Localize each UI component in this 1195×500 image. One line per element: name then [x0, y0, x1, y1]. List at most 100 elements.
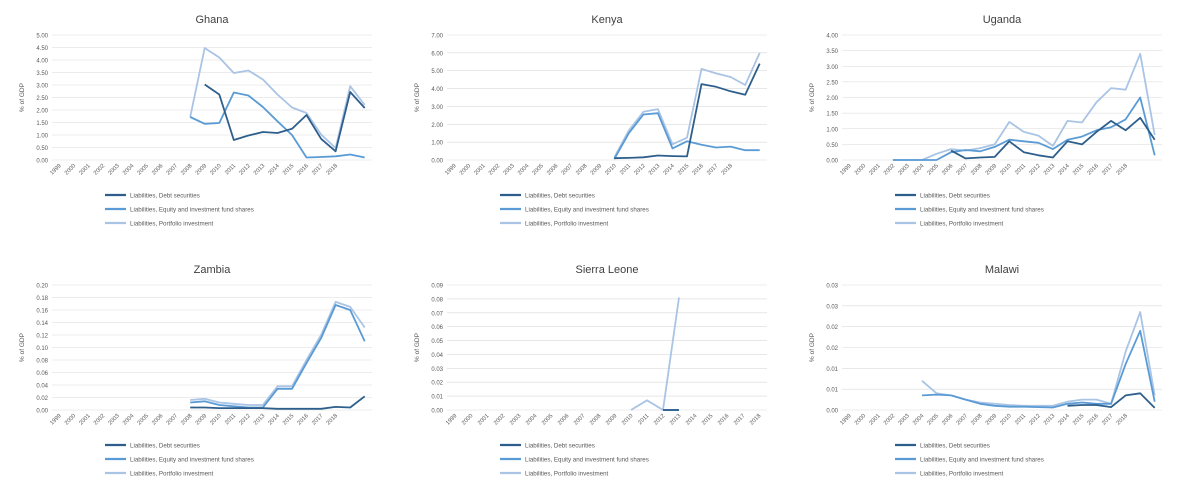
x-tick-label: 2014: [1058, 413, 1072, 427]
y-tick-label: 0.01: [826, 388, 838, 394]
y-tick-label: 0.20: [36, 284, 48, 290]
x-tick-label: 2011: [637, 413, 650, 426]
y-tick-label: 1.00: [36, 134, 48, 140]
x-tick-label: 2007: [166, 163, 179, 176]
legend-label: Liabilities, Equity and investment fund …: [130, 207, 254, 214]
x-tick-label: 2003: [503, 163, 516, 176]
legend-label: Liabilities, Equity and investment fund …: [525, 207, 649, 214]
y-tick-label: 0.03: [826, 304, 838, 310]
series-line: [630, 297, 680, 411]
x-tick-label: 2001: [477, 413, 490, 426]
x-tick-label: 2015: [282, 413, 295, 426]
y-tick-label: 0.18: [36, 296, 48, 302]
series-line: [614, 63, 761, 160]
legend-label: Liabilities, Equity and investment fund …: [920, 457, 1044, 464]
y-tick-label: 0.00: [826, 409, 838, 415]
series-line: [1067, 392, 1156, 409]
series-line: [921, 311, 1156, 407]
y-tick-label: 0.00: [431, 159, 443, 165]
y-tick-label: 3.00: [431, 105, 443, 111]
x-tick-label: 2013: [1043, 163, 1056, 176]
x-tick-label: 2017: [1101, 413, 1114, 426]
x-tick-label: 1999: [445, 413, 458, 426]
y-tick-label: 0.07: [431, 311, 443, 317]
x-tick-label: 2012: [238, 163, 251, 176]
x-tick-label: 2012: [1028, 413, 1041, 426]
y-tick-label: 6.00: [431, 51, 443, 57]
x-tick-label: 2000: [854, 163, 867, 176]
x-tick-label: 2006: [941, 163, 954, 176]
x-tick-label: 2015: [1072, 413, 1085, 426]
y-tick-label: 0.02: [826, 346, 838, 352]
legend-label: Liabilities, Debt securities: [920, 193, 990, 200]
y-tick-label: 2.00: [431, 123, 443, 129]
x-tick-label: 2002: [93, 163, 106, 176]
chart-title: Sierra Leone: [576, 264, 639, 276]
y-tick-label: 0.10: [36, 346, 48, 352]
series-line: [921, 329, 1156, 409]
y-tick-label: 1.00: [826, 127, 838, 133]
y-axis-label: % of GDP: [414, 83, 421, 112]
x-tick-label: 2005: [927, 163, 940, 176]
y-tick-label: 0.08: [36, 359, 48, 365]
chart-1: Kenya 0.00 1.00 2.00 3.00 4.00 5.00 6.00 7.00 % o…: [414, 14, 767, 228]
x-tick-label: 2003: [898, 413, 911, 426]
legend-label: Liabilities, Portfolio investment: [525, 471, 609, 478]
x-tick-label: 2002: [488, 163, 501, 176]
x-tick-label: 2016: [297, 163, 310, 176]
x-tick-label: 2001: [78, 163, 91, 176]
x-tick-label: 2003: [898, 163, 911, 176]
x-tick-label: 2017: [1101, 163, 1114, 176]
x-tick-label: 2016: [1087, 413, 1100, 426]
y-tick-label: 0.09: [431, 284, 443, 290]
x-tick-label: 2004: [517, 163, 531, 177]
x-tick-label: 2012: [633, 163, 646, 176]
series-line: [950, 116, 1156, 160]
x-tick-label: 2011: [619, 163, 632, 176]
y-tick-label: 0.02: [826, 325, 838, 331]
x-tick-label: 2015: [282, 163, 295, 176]
x-tick-label: 2002: [493, 413, 506, 426]
y-tick-label: 4.00: [36, 59, 48, 65]
y-tick-label: 5.00: [36, 34, 48, 40]
x-tick-label: 2006: [557, 413, 570, 426]
x-tick-label: 2009: [195, 163, 208, 176]
x-tick-label: 2011: [1014, 163, 1027, 176]
x-tick-label: 2001: [473, 163, 486, 176]
x-tick-label: 2009: [985, 163, 998, 176]
x-tick-label: 2009: [985, 413, 998, 426]
x-tick-label: 2018: [1116, 413, 1129, 426]
y-tick-label: 5.00: [431, 69, 443, 75]
x-tick-label: 2014: [685, 413, 699, 427]
x-tick-label: 2005: [532, 163, 545, 176]
x-tick-label: 2000: [854, 413, 867, 426]
x-tick-label: 2018: [326, 413, 339, 426]
chart-5: Malawi 0.00 0.01 0.01 0.02 0.02 0.03 0.03 % of G…: [809, 264, 1162, 478]
x-tick-label: 2004: [525, 413, 539, 427]
x-tick-label: 2010: [999, 413, 1012, 426]
x-tick-label: 2008: [970, 413, 983, 426]
x-tick-label: 2008: [180, 413, 193, 426]
x-tick-label: 2001: [868, 413, 881, 426]
x-tick-label: 2010: [604, 163, 617, 176]
chart-title: Kenya: [591, 14, 623, 26]
x-tick-label: 2000: [64, 163, 77, 176]
x-tick-label: 2015: [701, 413, 714, 426]
x-tick-label: 2009: [195, 413, 208, 426]
legend-label: Liabilities, Equity and investment fund …: [920, 207, 1044, 214]
x-tick-label: 2006: [546, 163, 559, 176]
y-tick-label: 1.50: [826, 112, 838, 118]
x-tick-label: 2014: [268, 163, 282, 177]
y-tick-label: 2.50: [36, 96, 48, 102]
y-tick-label: 0.00: [36, 159, 48, 165]
y-tick-label: 0.01: [431, 395, 443, 401]
y-tick-label: 0.03: [431, 367, 443, 373]
chart-title: Ghana: [195, 14, 229, 26]
y-axis-label: % of GDP: [414, 333, 421, 362]
y-tick-label: 0.02: [36, 396, 48, 402]
series-line: [613, 52, 761, 158]
x-tick-label: 2007: [561, 163, 574, 176]
x-tick-label: 1999: [839, 413, 852, 426]
x-tick-label: 2002: [93, 413, 106, 426]
y-tick-label: 0.06: [36, 371, 48, 377]
